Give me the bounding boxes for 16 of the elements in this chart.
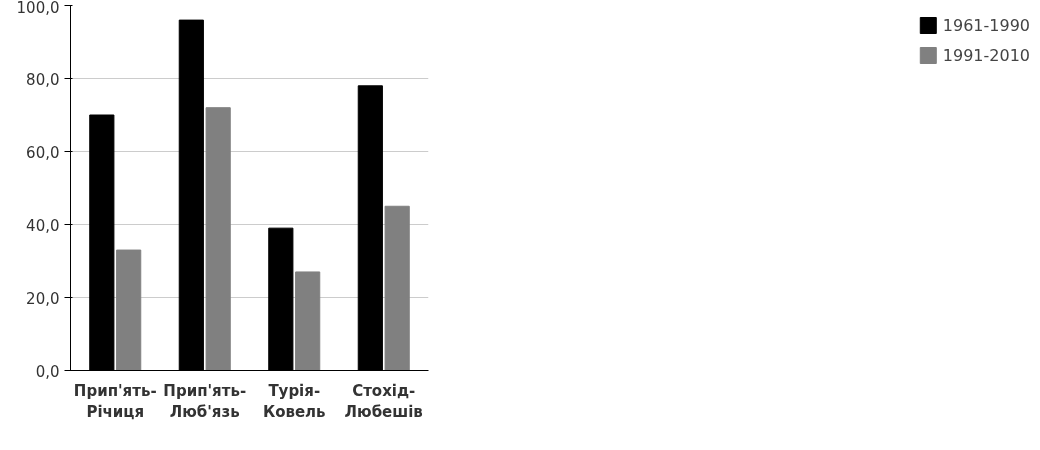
x-tick-label: Прип'ять- Річиця [73,381,157,422]
y-tick-label: 100,0 [16,0,60,17]
x-tick-label: Прип'ять- Люб'язь [163,381,247,422]
bar [205,107,231,371]
y-tick-label: 80,0 [26,70,60,89]
bar [116,249,142,371]
legend-label: 1961-1990 [942,15,1030,35]
x-tick-label: Стохід- Любешів [344,381,423,422]
y-tick-label: 0,0 [35,362,60,381]
y-tick-label: 20,0 [26,289,60,308]
y-tick-label: 60,0 [26,143,60,162]
bar [295,271,321,371]
bar [384,205,410,371]
legend-label: 1991-2010 [942,45,1030,65]
x-tick-label: Турія- Ковель [262,381,326,422]
y-tick-label: 40,0 [26,216,60,235]
